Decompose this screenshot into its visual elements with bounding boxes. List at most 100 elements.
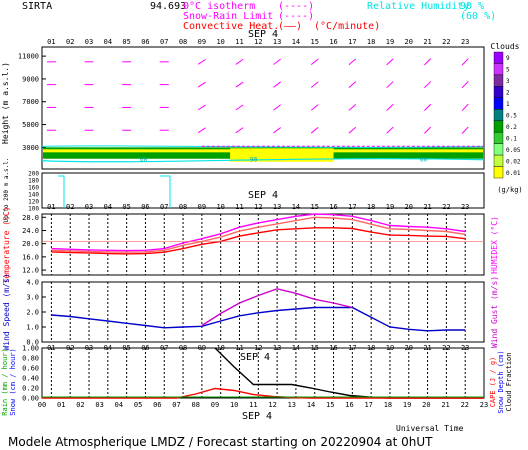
profile-bottom-tick-12: 12 (254, 203, 262, 211)
contour-label-0: 60 (140, 157, 148, 164)
wind-arrow-3-19 (386, 126, 394, 134)
profile-bottom-tick-05: 05 (122, 203, 130, 211)
wind-arrow-3-23 (461, 126, 469, 134)
precip-xtick-21: 21 (441, 401, 449, 409)
profile-top-tick-10: 10 (216, 38, 224, 46)
wind-arrow-0-13 (273, 58, 282, 65)
profile-top-tick-09: 09 (198, 38, 206, 46)
time-axis-label: Universal Time (396, 424, 464, 433)
profile-top-tick-11: 11 (235, 38, 243, 46)
profile-bottom-tick-02: 02 (66, 203, 74, 211)
precip-xtick-05: 05 (134, 401, 142, 409)
colorbar-swatch-3 (493, 86, 504, 99)
humidex-ylabel: HUMIDEX (°C) (490, 216, 499, 274)
wind-ytick-2.0: 2.0 (26, 309, 39, 317)
wind-arrow-0-11 (235, 58, 244, 65)
profile-bottom-tick-16: 16 (329, 203, 337, 211)
precip-xtick-17: 17 (364, 401, 372, 409)
precip-ytick-0.40: 0.40 (22, 375, 39, 383)
profile-top-tick-20: 20 (405, 38, 413, 46)
profile-bottom-tick-09: 09 (198, 203, 206, 211)
profile-bottom-tick-20: 20 (405, 203, 413, 211)
precip-ytick-1.00: 1.00 (22, 345, 39, 353)
precip-xtick-09: 09 (211, 401, 219, 409)
precip-xtick-08: 08 (192, 401, 200, 409)
colorbar-swatch-10 (493, 166, 504, 179)
colorbar-tick-5: 0.5 (506, 113, 517, 120)
profile-top-tick-23: 23 (461, 38, 469, 46)
precip-date-label: SEP 4 (242, 411, 272, 422)
profile-ylabel: Height (m a.s.l.) (1, 62, 10, 144)
profile-ytick-5000: 5000 (22, 121, 39, 129)
wind-arrow-2-9 (197, 104, 206, 111)
wind-arrow-1-13 (273, 81, 282, 88)
profile-bottom-tick-03: 03 (85, 203, 93, 211)
precip-ytick-0.20: 0.20 (22, 385, 39, 393)
iso-value: 94.693 (150, 1, 186, 12)
cloud-layer-yellow-day (230, 148, 334, 162)
precip-ytick-0.60: 0.60 (22, 365, 39, 373)
profile-frame (41, 46, 485, 170)
precip-xtick-12: 12 (268, 401, 276, 409)
profile-top-tick-01: 01 (47, 38, 55, 46)
precip-xtick-19: 19 (403, 401, 411, 409)
wind-arrow-1-15 (310, 81, 319, 88)
temp-ytick-12.0: 12.0 (22, 267, 39, 275)
wind-arrow-3-21 (424, 126, 432, 134)
lower-ytick-200: 200 (28, 171, 39, 178)
profile-top-tick-17: 17 (348, 38, 356, 46)
legend-snow-rain-label: Snow-Rain Limit (183, 11, 273, 22)
wind-arrow-2-23 (461, 103, 469, 112)
precip-xtick-04: 04 (115, 401, 123, 409)
legend-convective-unit: (°C/minute) (314, 21, 380, 32)
lower-ytick-120: 120 (28, 199, 39, 206)
wind-arrow-2-11 (235, 104, 244, 111)
gust-ylabel: Wind Gust (m/s) (490, 276, 499, 348)
colorbar-swatch-6 (493, 120, 504, 133)
colorbar-tick-9: 0.02 (506, 158, 521, 165)
profile-date-label-top: SEP 4 (248, 29, 278, 40)
colorbar-tick-1: 5 (506, 67, 510, 74)
station-name: SIRTA (22, 1, 52, 12)
profile-lower-ylabel: Up to 200 m a.s.l. (3, 157, 10, 222)
precip-xtick-01: 01 (57, 401, 65, 409)
wind-arrow-1-17 (348, 81, 357, 88)
wind-arrow-1-23 (461, 80, 469, 89)
precip-xtick-14: 14 (307, 401, 315, 409)
wind-series-1 (201, 288, 353, 327)
precip-xtick-07: 07 (172, 401, 180, 409)
temp-frame (41, 213, 485, 276)
precip-xtick-20: 20 (422, 401, 430, 409)
profile-bottom-tick-07: 07 (160, 203, 168, 211)
precip-xtick-13: 13 (288, 401, 296, 409)
wind-arrow-2-19 (386, 103, 394, 111)
cape-ylabel: CAPE (J / g) (489, 357, 497, 408)
profile-ytick-9000: 9000 (22, 75, 39, 83)
wind-arrow-2-21 (424, 103, 432, 111)
temp-series-1 (51, 216, 466, 253)
wind-arrow-1-9 (197, 81, 206, 88)
temperature-panel: 28.0 24.0 20.0 16.0 12.0 Temperature (°C) HUMI… (2, 206, 499, 283)
contour-label-2: 60 (420, 157, 428, 164)
profile-bottom-tick-17: 17 (348, 203, 356, 211)
profile-ytick-3000: 3000 (22, 144, 39, 152)
legend-convective-label: Convective Heat. (183, 21, 279, 32)
profile-top-tick-04: 04 (104, 38, 112, 46)
profile-bottom-tick-10: 10 (216, 203, 224, 211)
wind-ytick-1.0: 1.0 (26, 324, 39, 332)
profile-bottom-tick-14: 14 (292, 203, 300, 211)
precip-xtick-02: 02 (76, 401, 84, 409)
precip-frame (41, 347, 485, 399)
wind-ylabel: Wind Speed (m/s) (2, 273, 11, 350)
precip-xtick-10: 10 (230, 401, 238, 409)
colorbar-tick-2: 3 (506, 78, 510, 85)
profile-bottom-tick-15: 15 (311, 203, 319, 211)
legend-convective-sample: (——) (278, 21, 302, 32)
legend-isotherm-sample: (----) (278, 1, 314, 12)
wind-arrow-3-11 (235, 127, 244, 134)
profile-top-tick-14: 14 (292, 38, 300, 46)
colorbar-tick-7: 0.1 (506, 135, 517, 142)
precip-series-1 (42, 387, 484, 399)
